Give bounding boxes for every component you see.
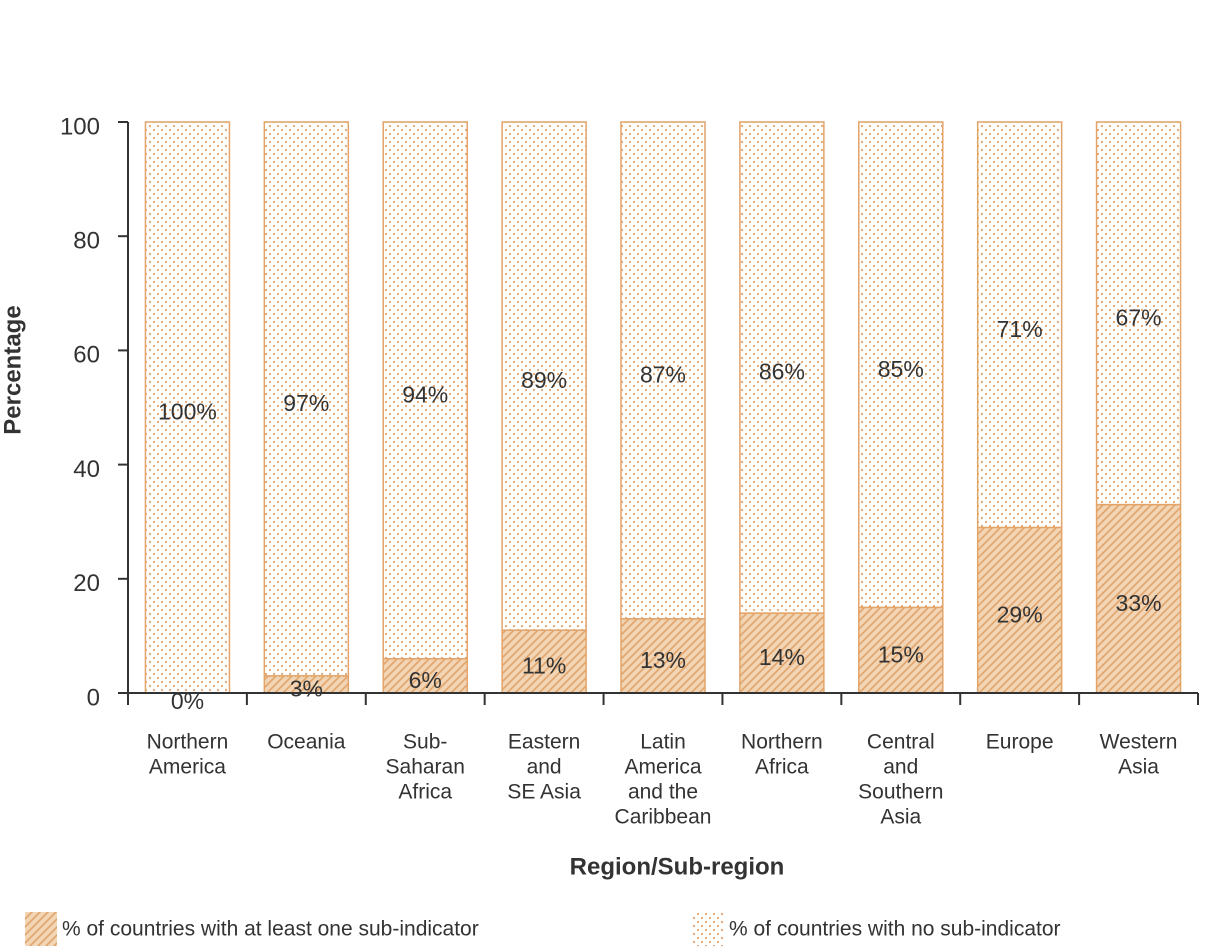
value-label: 94%	[402, 381, 448, 407]
x-tick-label: SE Asia	[507, 781, 581, 804]
x-tick-label: and	[527, 756, 562, 779]
y-tick-label: 100	[60, 113, 100, 140]
value-label: 11%	[522, 653, 566, 679]
value-label: 29%	[997, 601, 1043, 627]
y-tick-label: 80	[73, 228, 100, 255]
y-tick-label: 40	[73, 456, 100, 483]
value-label: 15%	[878, 641, 924, 667]
bar-segment	[858, 121, 944, 609]
x-tick-label: Latin	[640, 731, 686, 754]
legend-label: % of countries with no sub-indicator	[729, 918, 1061, 941]
bar-segment	[501, 121, 587, 631]
value-label: 86%	[759, 359, 805, 385]
bar-segment	[620, 121, 706, 620]
y-axis-title: Percentage	[0, 305, 26, 434]
y-tick-label: 60	[73, 342, 100, 369]
value-label: 6%	[409, 667, 442, 693]
x-tick-label: Sub-	[403, 731, 447, 754]
x-tick-label: America	[149, 756, 226, 779]
x-tick-label: and	[883, 756, 918, 779]
legend-swatch	[692, 912, 724, 946]
x-tick-label: Eastern	[508, 731, 580, 754]
bar-segment	[382, 121, 468, 660]
value-label: 14%	[759, 644, 805, 670]
value-label: 71%	[997, 316, 1043, 342]
bar-segment	[976, 121, 1063, 529]
value-label: 33%	[1116, 590, 1162, 616]
value-label: 87%	[640, 361, 686, 387]
x-tick-label: Saharan	[386, 756, 465, 779]
value-label: 97%	[283, 390, 329, 416]
legend-swatch	[25, 912, 57, 946]
bar-segment	[501, 629, 587, 694]
x-tick-label: Africa	[755, 756, 809, 779]
bar-segment	[263, 121, 350, 677]
value-label: 67%	[1116, 304, 1162, 330]
y-tick-label: 0	[87, 684, 100, 711]
bar-segment	[382, 657, 468, 694]
value-label: 89%	[521, 367, 567, 393]
bar-segment	[739, 612, 825, 694]
value-label: 100%	[158, 399, 217, 425]
value-label: 85%	[878, 356, 924, 382]
x-tick-label: Oceania	[267, 731, 346, 754]
legend-label: % of countries with at least one sub-ind…	[62, 918, 479, 941]
x-tick-label: Northern	[741, 731, 823, 754]
x-axis-title: Region/Sub-region	[570, 853, 785, 880]
bar-segment	[1095, 503, 1182, 694]
x-tick-label: Western	[1100, 731, 1178, 754]
y-tick-label: 20	[73, 570, 100, 597]
x-tick-label: Central	[867, 731, 935, 754]
x-tick-label: Europe	[986, 731, 1054, 754]
x-tick-label: and the	[628, 781, 698, 804]
x-tick-label: Asia	[1118, 756, 1159, 779]
x-tick-label: America	[624, 756, 701, 779]
x-tick-label: Northern	[147, 731, 229, 754]
value-label: 3%	[290, 676, 323, 702]
bar-segment	[739, 121, 825, 614]
bar-segment	[976, 526, 1063, 694]
bar-segment	[144, 121, 231, 694]
x-tick-label: Southern	[858, 781, 943, 804]
bar-segment	[620, 618, 706, 694]
x-tick-label: Africa	[398, 781, 452, 804]
bar-segment	[1095, 121, 1182, 506]
x-tick-label: Caribbean	[615, 806, 712, 829]
x-tick-label: Asia	[880, 806, 921, 829]
value-label: 13%	[640, 647, 686, 673]
